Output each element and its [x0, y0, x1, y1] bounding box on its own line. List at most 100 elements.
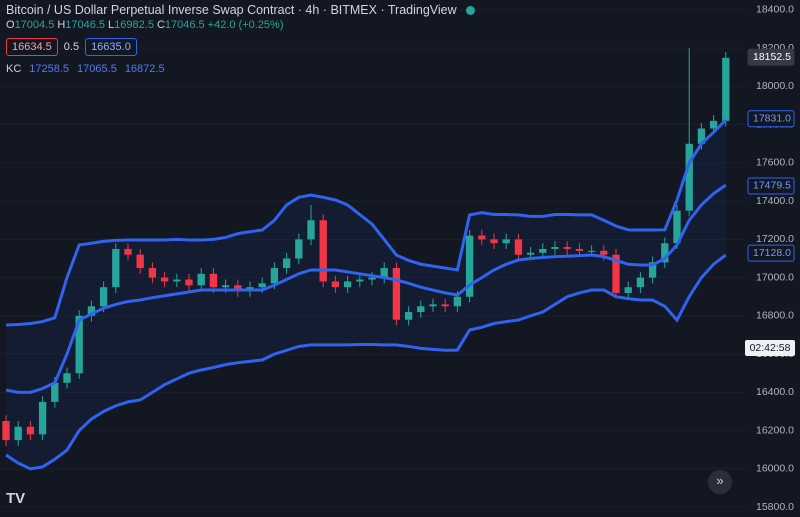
candle-body — [697, 128, 706, 144]
ohlc-value: 17046.5 — [164, 19, 205, 31]
candle-body — [26, 426, 35, 435]
candle-body — [112, 248, 120, 288]
candle-body — [124, 248, 132, 255]
candle-body — [600, 250, 608, 255]
ohlc-key: O — [6, 19, 15, 31]
price-label-text: 17831.0 — [753, 113, 791, 125]
candle-body — [356, 279, 364, 282]
candle-body — [234, 285, 242, 292]
candle-body — [380, 268, 388, 278]
channel-line — [5, 118, 727, 327]
spread: 0.5 — [63, 41, 80, 53]
header: Bitcoin / US Dollar Perpetual Inverse Sw… — [6, 3, 475, 17]
channel-fill — [6, 119, 726, 469]
indicator-legend: KC 17258.5 17065.5 16872.5 — [6, 63, 165, 75]
candle-body — [160, 277, 169, 282]
price-label-text: 18152.5 — [753, 51, 791, 63]
price-label: 18152.5 — [747, 48, 795, 66]
y-tick-label: 18000.0 — [756, 80, 794, 92]
price-label-box — [747, 48, 795, 66]
candle-body — [673, 210, 681, 244]
y-tick-label: 18400.0 — [756, 4, 794, 16]
candle-body — [526, 252, 535, 255]
ohlc-value: 16982.5 — [114, 19, 154, 31]
indicator-value: 17258.5 — [29, 63, 70, 75]
ohlc-value: 17046.5 — [65, 19, 106, 31]
price-label: 17831.0 — [747, 110, 795, 128]
candle-body — [185, 279, 193, 286]
candle-body — [75, 315, 83, 374]
candle-body — [307, 220, 315, 240]
candle-body — [551, 247, 559, 249]
candle-body — [563, 247, 571, 249]
candle-body — [343, 281, 352, 288]
ohlc-key: L — [108, 19, 115, 31]
indicator-name: KC — [6, 63, 22, 75]
candle-body — [38, 401, 47, 435]
candle-body — [612, 254, 620, 293]
price-label-text: 17128.0 — [753, 247, 791, 259]
price-label-box — [747, 110, 795, 128]
y-tick-label: 16200.0 — [756, 424, 794, 436]
price-label-box — [747, 177, 795, 195]
logo[interactable]: TV — [6, 490, 26, 507]
y-tick-label: 17400.0 — [756, 195, 794, 207]
candle-body — [282, 258, 291, 269]
price-label: 17479.5 — [747, 177, 795, 195]
candle-body — [441, 304, 449, 307]
candle-body — [453, 296, 462, 307]
candle-body — [270, 268, 279, 284]
y-tick-label: 17000.0 — [756, 271, 794, 283]
ohlc-legend: O 17004.5 H 17046.5 L 16982.5 C 17046.5 +42.0 (+… — [6, 19, 284, 31]
candle-body — [14, 426, 22, 441]
y-tick-label: 16800.0 — [756, 310, 794, 322]
ohlc-value: 17004.5 — [14, 19, 55, 31]
indicator-value: 17065.5 — [77, 63, 117, 75]
status-dot — [465, 5, 475, 15]
candle-body — [51, 382, 59, 402]
candle-body — [478, 235, 486, 240]
candle-body — [209, 273, 218, 288]
change: +42.0 (+0.25%) — [207, 19, 284, 31]
candle-body — [429, 304, 437, 307]
candle-body — [624, 287, 632, 293]
candle-body — [319, 220, 327, 282]
candle-body — [636, 277, 645, 288]
candle-body — [514, 239, 523, 255]
chart-title: Bitcoin / US Dollar Perpetual Inverse Sw… — [6, 3, 457, 17]
candle-body — [63, 373, 71, 383]
candle-body — [2, 421, 10, 441]
buy-price[interactable]: 16635.0 — [85, 38, 137, 56]
sell-price[interactable]: 16634.5 — [6, 38, 58, 56]
y-tick-label: 17200.0 — [756, 233, 794, 245]
y-tick-label: 16000.0 — [756, 463, 794, 475]
y-tick-label: 17600.0 — [756, 157, 794, 169]
candle-body — [539, 248, 547, 253]
candle-body — [87, 306, 96, 316]
scroll-to-realtime[interactable]: » — [708, 470, 732, 494]
ohlc-key: C — [156, 19, 165, 31]
candle-body — [136, 254, 144, 269]
candle-body — [221, 285, 230, 288]
candle-body — [368, 277, 376, 280]
countdown: 02:42:58 — [745, 340, 795, 356]
price-label-text: 17479.5 — [753, 180, 791, 192]
candle-body — [258, 283, 266, 288]
price-label-box — [747, 244, 795, 262]
candle-body — [661, 243, 669, 263]
channel-line — [5, 253, 727, 471]
indicator-value: 16872.5 — [124, 63, 165, 75]
candle-body — [648, 262, 657, 278]
y-tick-label: 16400.0 — [756, 386, 794, 398]
candle-body — [295, 239, 303, 259]
candle-body — [99, 287, 108, 307]
candle-body — [587, 250, 596, 252]
candle-body — [490, 239, 498, 244]
candle-body — [722, 57, 730, 121]
candle-body — [709, 120, 718, 129]
candle-body — [575, 248, 584, 251]
y-tick-label: 15800.0 — [756, 501, 794, 513]
trade-row: 16634.5 0.5 16635.0 — [6, 38, 137, 56]
candle-body — [331, 281, 340, 288]
